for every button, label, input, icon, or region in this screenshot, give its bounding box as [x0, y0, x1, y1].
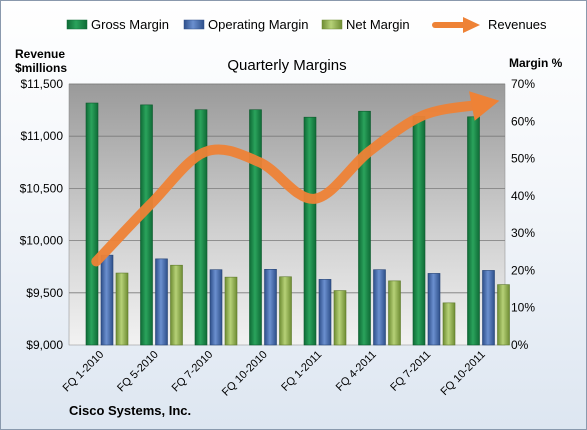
- legend-item-gross-margin: Gross Margin: [66, 17, 169, 32]
- operating-margin-bar: [209, 269, 223, 346]
- x-tick-label: FQ 10-2010: [220, 349, 270, 399]
- revenue-line: [91, 91, 500, 267]
- net-margin-bar: [224, 276, 238, 346]
- legend: Gross Margin Operating Margin Net Margin…: [66, 17, 547, 33]
- right-tick-label: 30%: [511, 226, 535, 240]
- x-tick-label: FQ 10-2011: [438, 349, 487, 398]
- gross-margin-bar: [140, 104, 153, 346]
- x-tick-label: FQ 7-2010: [170, 349, 216, 395]
- x-tick-label: FQ 7-2011: [388, 349, 433, 394]
- revenue-arrow-head: [469, 91, 500, 121]
- gross-margin-bar: [412, 116, 426, 346]
- gross-margin-bar: [85, 102, 99, 346]
- x-axis: FQ 1-2010 FQ 5-2010 FQ 7-2010 FQ 10-2010 FQ …: [61, 349, 488, 399]
- legend-item-operating-margin: Operating Margin: [183, 17, 308, 32]
- left-tick-label: $10,500: [20, 181, 64, 195]
- revenue-line-path: [91, 99, 483, 267]
- legend-revenues-arrow: [463, 17, 480, 33]
- right-tick-label: 10%: [511, 301, 535, 315]
- x-tick-label: FQ 4-2011: [334, 349, 379, 394]
- gross-margin-bar: [467, 116, 480, 346]
- left-tick-label: $9,500: [26, 286, 63, 300]
- legend-label-operating-margin: Operating Margin: [208, 17, 308, 32]
- operating-margin-bar: [264, 269, 277, 346]
- right-axis: 0% 10% 20% 30% 40% 50% 60% 70%: [511, 77, 535, 352]
- operating-margin-bar: [373, 269, 386, 346]
- right-tick-label: 70%: [511, 77, 535, 91]
- legend-item-revenues: Revenues: [432, 17, 547, 33]
- net-margin-bar: [388, 280, 401, 346]
- net-margin-bar: [115, 272, 129, 346]
- right-tick-label: 40%: [511, 189, 535, 203]
- net-margin-bar: [442, 302, 456, 346]
- operating-margin-bar: [482, 270, 495, 346]
- operating-margin-bar: [155, 258, 168, 346]
- right-tick-label: 50%: [511, 152, 535, 166]
- left-axis: $9,000 $9,500 $10,000 $10,500 $11,000 $11,500: [20, 77, 64, 352]
- left-tick-label: $9,000: [26, 338, 63, 352]
- operating-margin-bar: [100, 254, 114, 346]
- left-tick-label: $11,500: [21, 77, 64, 91]
- legend-label-revenues: Revenues: [488, 17, 547, 32]
- gross-margin-bar: [358, 110, 371, 346]
- company-name: Cisco Systems, Inc.: [69, 403, 191, 418]
- operating-margin-bar: [318, 279, 332, 346]
- right-tick-label: 0%: [511, 338, 529, 352]
- left-tick-label: $11,000: [21, 129, 64, 143]
- gross-margin-bar: [303, 116, 317, 346]
- legend-label-gross-margin: Gross Margin: [91, 17, 169, 32]
- operating-margin-bar: [427, 273, 441, 346]
- right-axis-title: Margin %: [509, 56, 563, 70]
- x-tick-label: FQ 1-2010: [61, 349, 107, 395]
- net-margin-bar: [170, 264, 183, 346]
- chart-title: Quarterly Margins: [227, 57, 346, 74]
- legend-label-net-margin: Net Margin: [346, 17, 410, 32]
- right-tick-label: 20%: [511, 263, 535, 277]
- net-margin-bar: [333, 290, 347, 346]
- x-tick-label: FQ 5-2010: [115, 349, 161, 395]
- legend-item-net-margin: Net Margin: [321, 17, 410, 32]
- left-axis-title-line2: $millions: [15, 61, 67, 75]
- net-margin-bar: [497, 284, 510, 346]
- right-tick-label: 60%: [511, 114, 535, 128]
- left-axis-title-line1: Revenue: [15, 47, 65, 61]
- net-margin-bar: [279, 276, 292, 346]
- x-tick-label: FQ 1-2011: [279, 349, 324, 394]
- left-tick-label: $10,000: [20, 234, 64, 248]
- gross-margin-bar: [194, 109, 208, 346]
- bars: [85, 102, 510, 346]
- gross-margin-bar: [249, 109, 262, 346]
